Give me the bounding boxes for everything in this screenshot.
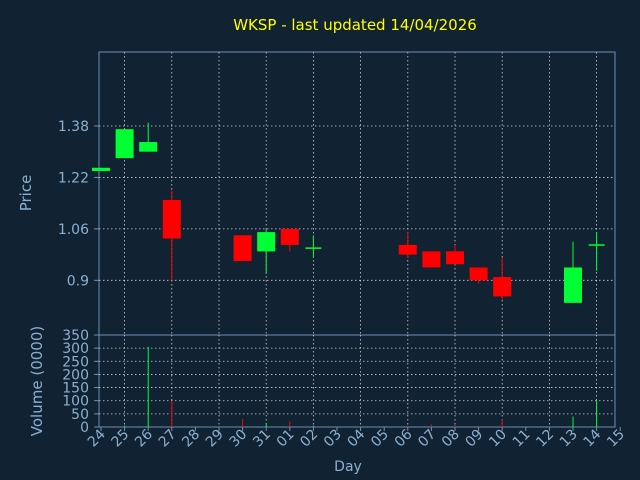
x-tick-label: 07 <box>415 427 439 451</box>
candle-body <box>257 232 276 252</box>
x-tick-label: 01 <box>274 427 298 451</box>
candle-body <box>422 251 441 268</box>
price-tick-label: 1.22 <box>58 170 89 186</box>
volume-tick-label: 100 <box>62 394 89 410</box>
volume-tick-label: 0 <box>80 420 89 436</box>
x-tick-label: 10 <box>486 427 510 451</box>
volume-tick-label: 50 <box>71 407 89 423</box>
candle <box>422 251 441 268</box>
price-panel: 0.9 1.06 1.22 1.38 Price <box>17 51 616 336</box>
candle-body <box>139 142 158 152</box>
candle-body <box>446 251 464 265</box>
candle <box>446 244 464 265</box>
volume-panel-frame <box>98 334 616 428</box>
volume-axis-label: Volume (0000) <box>28 326 46 436</box>
x-tick-label: 02 <box>297 427 321 451</box>
x-tick-label: 11 <box>510 427 534 451</box>
volume-tick-label: 150 <box>62 381 89 397</box>
volume-tick-label: 250 <box>62 354 89 370</box>
x-tick-label: 15 <box>604 427 628 451</box>
volume-tick-label: 350 <box>62 328 89 344</box>
candle <box>139 122 158 152</box>
candle <box>305 235 322 258</box>
candle-body <box>233 235 252 262</box>
x-tick-label: 14 <box>581 426 605 450</box>
candle <box>257 228 276 274</box>
candle <box>564 241 582 303</box>
x-tick-label: 05 <box>368 427 392 451</box>
x-tick-label: 27 <box>156 427 180 451</box>
candle-body <box>469 267 488 281</box>
price-axis-label: Price <box>17 175 35 212</box>
price-grid <box>99 52 615 335</box>
price-panel-frame <box>98 51 616 336</box>
x-axis-label: Day <box>334 459 362 475</box>
x-tick-label: 12 <box>533 427 557 451</box>
price-tick-label: 0.9 <box>67 273 89 289</box>
x-tick-label: 30 <box>227 427 251 451</box>
price-tick-label: 1.06 <box>58 222 89 238</box>
x-tick-label: 08 <box>439 427 463 451</box>
candle-body <box>280 228 299 245</box>
candle <box>280 228 299 252</box>
volume-tick-label: 300 <box>62 341 89 357</box>
x-tick-label: 13 <box>557 427 581 451</box>
x-tick-label: 26 <box>132 426 156 450</box>
x-tick-label: 06 <box>392 426 416 450</box>
x-tick-label: 09 <box>463 427 487 451</box>
candle <box>493 257 512 300</box>
candle-body <box>493 277 512 297</box>
x-tick-label: 03 <box>321 427 345 451</box>
volume-grid <box>99 335 615 427</box>
x-tick-label: 04 <box>345 426 369 450</box>
volume-bars <box>124 346 598 427</box>
candle <box>398 232 417 258</box>
chart-title: WKSP - last updated 14/04/2026 <box>233 16 477 34</box>
candle-body <box>564 267 582 303</box>
price-axis: 0.9 1.06 1.22 1.38 <box>58 119 99 289</box>
candle <box>233 235 252 262</box>
volume-tick-label: 200 <box>62 367 89 383</box>
candle <box>162 190 181 281</box>
x-tick-label: 28 <box>179 427 203 451</box>
candle-body <box>162 199 181 239</box>
x-tick-label: 31 <box>250 427 274 451</box>
candle <box>588 232 605 271</box>
candles <box>92 122 605 303</box>
candle-body <box>115 129 134 159</box>
candle <box>469 267 488 284</box>
price-tick-label: 1.38 <box>58 119 89 135</box>
candle <box>115 129 134 159</box>
x-axis: 24 25 26 27 28 29 30 31 01 02 03 04 05 06 07 08 09 10 11 12… <box>85 426 628 450</box>
candle <box>92 167 110 171</box>
candle-body <box>92 167 110 171</box>
x-tick-label: 25 <box>109 427 133 451</box>
candle-body <box>398 244 417 255</box>
x-tick-label: 29 <box>203 427 227 451</box>
